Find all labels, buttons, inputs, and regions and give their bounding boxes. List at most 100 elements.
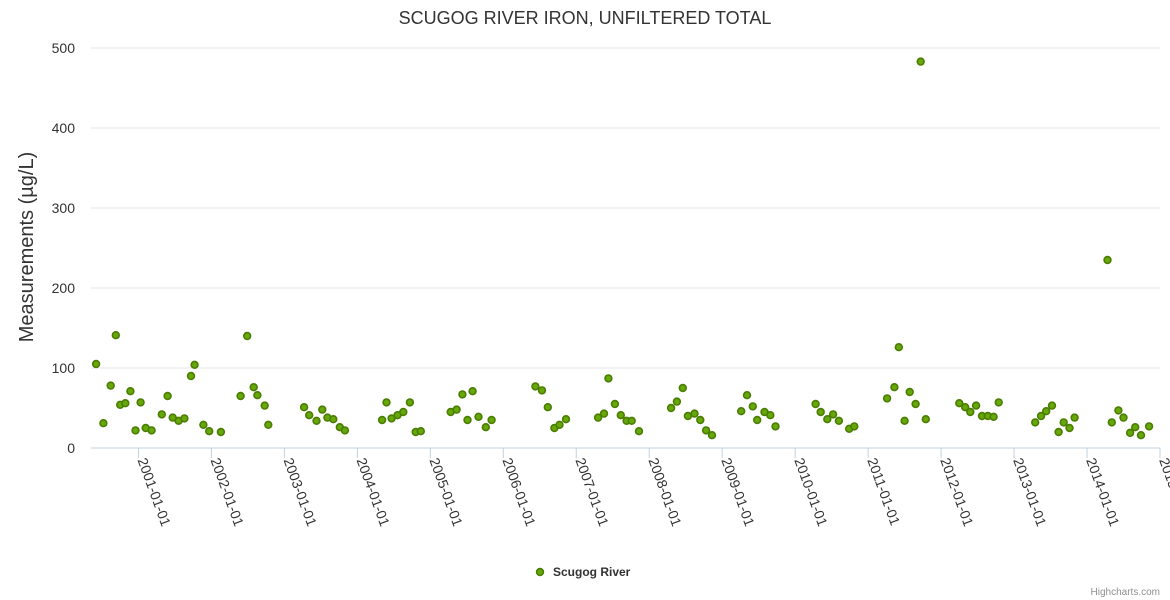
data-point[interactable] (121, 399, 130, 408)
data-point[interactable] (900, 416, 909, 425)
data-point[interactable] (305, 411, 314, 420)
data-point[interactable] (340, 426, 350, 435)
data-point[interactable] (672, 397, 682, 406)
data-point[interactable] (610, 399, 620, 409)
data-point[interactable] (599, 409, 609, 418)
data-point[interactable] (416, 427, 425, 436)
data-point[interactable] (678, 383, 687, 393)
data-point[interactable] (1130, 423, 1140, 432)
data-point[interactable] (634, 427, 644, 436)
data-point[interactable] (916, 57, 925, 66)
credits-link[interactable]: Highcharts.com (1091, 587, 1160, 598)
data-point[interactable] (1041, 407, 1051, 416)
data-point[interactable] (1054, 427, 1063, 437)
data-point[interactable] (905, 387, 914, 397)
data-point[interactable] (299, 403, 309, 412)
data-point[interactable] (260, 401, 269, 410)
data-point[interactable] (1059, 418, 1068, 427)
data-point[interactable] (312, 416, 321, 425)
data-point[interactable] (180, 414, 189, 423)
data-point[interactable] (1125, 428, 1135, 437)
data-point[interactable] (555, 420, 564, 429)
data-point[interactable] (481, 423, 490, 432)
legend[interactable]: Scugog River (535, 565, 631, 579)
data-point[interactable] (1136, 431, 1146, 440)
data-point[interactable] (1119, 413, 1128, 422)
data-point[interactable] (136, 398, 145, 407)
data-point[interactable] (468, 387, 477, 396)
data-point[interactable] (752, 415, 762, 425)
data-point[interactable] (1114, 406, 1123, 415)
data-point[interactable] (264, 420, 273, 429)
data-point[interactable] (253, 391, 262, 400)
data-point[interactable] (921, 415, 930, 424)
data-point[interactable] (157, 410, 167, 419)
data-point[interactable] (318, 405, 327, 414)
data-point[interactable] (850, 422, 859, 431)
data-point[interactable] (989, 412, 998, 421)
data-point[interactable] (955, 399, 964, 408)
data-point[interactable] (329, 415, 338, 424)
data-point[interactable] (190, 360, 199, 369)
data-point[interactable] (816, 407, 825, 417)
data-point[interactable] (911, 399, 920, 409)
data-point[interactable] (236, 391, 245, 401)
data-point[interactable] (458, 390, 467, 399)
data-point[interactable] (701, 426, 711, 435)
data-point[interactable] (474, 412, 483, 421)
data-point[interactable] (1144, 422, 1154, 431)
data-point[interactable] (882, 394, 892, 403)
data-point[interactable] (1036, 411, 1046, 421)
legend-label-scugog-river[interactable]: Scugog River (553, 565, 631, 579)
data-point[interactable] (377, 415, 387, 425)
data-point[interactable] (131, 426, 140, 435)
data-point[interactable] (1065, 423, 1074, 433)
data-point[interactable] (1107, 418, 1117, 427)
data-point[interactable] (834, 416, 844, 425)
data-point[interactable] (616, 411, 625, 420)
data-point[interactable] (683, 411, 693, 421)
data-point[interactable] (890, 383, 899, 392)
data-point[interactable] (742, 391, 752, 400)
data-point[interactable] (405, 398, 415, 407)
data-point[interactable] (766, 411, 775, 420)
data-point[interactable] (971, 401, 981, 410)
data-point[interactable] (593, 413, 603, 422)
data-point[interactable] (199, 420, 208, 429)
data-point[interactable] (147, 426, 156, 435)
data-point[interactable] (994, 398, 1003, 407)
data-point[interactable] (966, 407, 975, 417)
data-point[interactable] (382, 398, 391, 407)
data-point[interactable] (452, 405, 461, 414)
data-point[interactable] (91, 359, 101, 369)
data-point[interactable] (707, 431, 717, 440)
data-point[interactable] (604, 374, 613, 383)
data-point[interactable] (487, 415, 496, 425)
data-point[interactable] (243, 331, 252, 341)
data-point[interactable] (205, 427, 214, 436)
data-point[interactable] (111, 331, 121, 340)
data-point[interactable] (690, 409, 699, 418)
data-point[interactable] (960, 403, 970, 412)
data-point[interactable] (543, 403, 552, 412)
data-point[interactable] (1070, 413, 1079, 422)
data-point[interactable] (216, 427, 226, 437)
data-point[interactable] (771, 422, 780, 431)
data-point[interactable] (1047, 401, 1057, 410)
data-point[interactable] (823, 415, 832, 424)
data-point[interactable] (627, 416, 636, 425)
data-point[interactable] (811, 399, 820, 409)
data-point[interactable] (537, 386, 547, 395)
data-point[interactable] (463, 415, 472, 425)
data-point[interactable] (561, 415, 571, 424)
data-point[interactable] (736, 407, 746, 416)
data-point[interactable] (1103, 255, 1112, 265)
data-point[interactable] (99, 419, 108, 428)
data-point[interactable] (748, 402, 757, 411)
data-point[interactable] (106, 381, 115, 390)
data-point[interactable] (894, 343, 903, 352)
data-point[interactable] (399, 407, 408, 417)
data-point[interactable] (163, 391, 172, 401)
data-point[interactable] (696, 415, 705, 425)
data-point[interactable] (531, 382, 540, 391)
